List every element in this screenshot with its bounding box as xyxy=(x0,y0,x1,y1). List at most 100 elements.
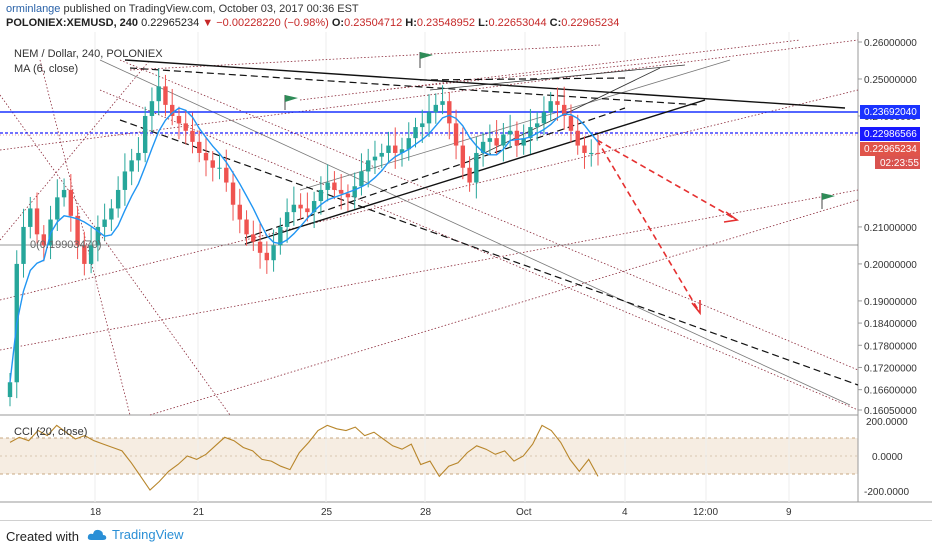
candle[interactable] xyxy=(257,241,263,253)
candle[interactable] xyxy=(251,234,256,242)
candle[interactable] xyxy=(7,382,13,398)
candle[interactable] xyxy=(352,186,357,198)
candle[interactable] xyxy=(447,101,452,124)
candle[interactable] xyxy=(568,115,574,131)
candle[interactable] xyxy=(440,101,445,105)
candle[interactable] xyxy=(480,141,486,153)
candle[interactable] xyxy=(541,112,547,124)
candle[interactable] xyxy=(264,252,270,261)
candle[interactable] xyxy=(109,208,114,220)
candles[interactable] xyxy=(7,68,601,407)
candle[interactable] xyxy=(156,86,161,102)
candle[interactable] xyxy=(170,104,175,116)
candle[interactable] xyxy=(136,152,141,161)
candle[interactable] xyxy=(271,245,276,261)
candle[interactable] xyxy=(562,104,567,116)
candle[interactable] xyxy=(224,167,229,183)
candle[interactable] xyxy=(176,115,182,124)
candle[interactable] xyxy=(28,208,33,227)
flag-icon[interactable] xyxy=(821,193,835,209)
candle[interactable] xyxy=(129,160,134,172)
candle[interactable] xyxy=(528,127,533,139)
candle[interactable] xyxy=(149,101,155,116)
candle[interactable] xyxy=(55,197,60,220)
flag-icon[interactable] xyxy=(419,52,433,68)
candle[interactable] xyxy=(494,138,499,146)
candle[interactable] xyxy=(244,219,249,235)
candle[interactable] xyxy=(366,160,371,172)
price-chart[interactable]: NEM / Dollar, 240, POLONIEX MA (6, close… xyxy=(0,32,932,520)
candle[interactable] xyxy=(534,123,540,128)
candle[interactable] xyxy=(230,182,236,205)
candle[interactable] xyxy=(433,104,438,113)
candle[interactable] xyxy=(575,130,580,146)
main-pane[interactable] xyxy=(0,32,858,415)
candle[interactable] xyxy=(278,226,283,246)
candle[interactable] xyxy=(386,145,391,153)
candle[interactable] xyxy=(332,182,337,190)
candle[interactable] xyxy=(21,226,26,264)
candle[interactable] xyxy=(237,204,242,220)
candle[interactable] xyxy=(203,152,209,161)
candle[interactable] xyxy=(595,152,601,155)
time-tick: 21 xyxy=(193,507,205,518)
candle[interactable] xyxy=(122,171,128,190)
candle[interactable] xyxy=(75,215,80,246)
candle[interactable] xyxy=(82,245,87,264)
candle[interactable] xyxy=(487,138,493,142)
candle[interactable] xyxy=(163,86,168,105)
candle[interactable] xyxy=(190,130,195,142)
cci-band xyxy=(0,438,858,474)
candle[interactable] xyxy=(460,145,466,168)
candle[interactable] xyxy=(210,160,215,168)
candle[interactable] xyxy=(474,152,479,183)
candle[interactable] xyxy=(507,130,513,135)
candle[interactable] xyxy=(68,189,74,216)
candle[interactable] xyxy=(142,115,148,153)
candle[interactable] xyxy=(555,101,560,105)
candle[interactable] xyxy=(582,145,587,153)
candle[interactable] xyxy=(61,189,67,198)
candle[interactable] xyxy=(379,152,384,157)
candle[interactable] xyxy=(589,152,594,154)
author-link[interactable]: orminlange xyxy=(6,3,61,15)
candle[interactable] xyxy=(88,245,94,264)
candle[interactable] xyxy=(467,167,472,183)
candle[interactable] xyxy=(521,138,526,146)
candle[interactable] xyxy=(453,123,459,146)
candle[interactable] xyxy=(284,212,290,227)
last-price-tag-bg xyxy=(860,142,920,156)
candle[interactable] xyxy=(501,134,506,146)
candle[interactable] xyxy=(426,112,432,124)
candle[interactable] xyxy=(41,234,46,246)
candle[interactable] xyxy=(102,219,107,227)
candle[interactable] xyxy=(413,127,418,139)
candle[interactable] xyxy=(115,189,121,209)
price-tick: 0.16050000 xyxy=(864,406,917,417)
candle[interactable] xyxy=(372,156,378,161)
candle[interactable] xyxy=(345,193,351,198)
candle[interactable] xyxy=(305,208,310,213)
flag-icon[interactable] xyxy=(284,95,298,110)
chart-header: orminlange published on TradingView.com,… xyxy=(0,0,932,32)
candle[interactable] xyxy=(393,145,398,153)
candle[interactable] xyxy=(197,141,202,153)
candle[interactable] xyxy=(183,123,188,131)
candle[interactable] xyxy=(217,167,222,169)
candle[interactable] xyxy=(318,189,324,202)
candle[interactable] xyxy=(311,201,317,213)
candle[interactable] xyxy=(291,204,297,213)
candle[interactable] xyxy=(359,171,364,187)
candle[interactable] xyxy=(399,149,405,153)
candle[interactable] xyxy=(298,204,303,209)
candle[interactable] xyxy=(95,226,101,246)
candle[interactable] xyxy=(338,189,344,194)
candle[interactable] xyxy=(406,138,411,150)
cci-tick: -200.0000 xyxy=(864,487,909,498)
candle[interactable] xyxy=(34,208,40,235)
candle[interactable] xyxy=(548,101,553,113)
candle[interactable] xyxy=(420,123,425,128)
tradingview-logo[interactable]: TradingView xyxy=(86,527,184,542)
candle[interactable] xyxy=(514,130,520,146)
candle[interactable] xyxy=(325,182,330,190)
